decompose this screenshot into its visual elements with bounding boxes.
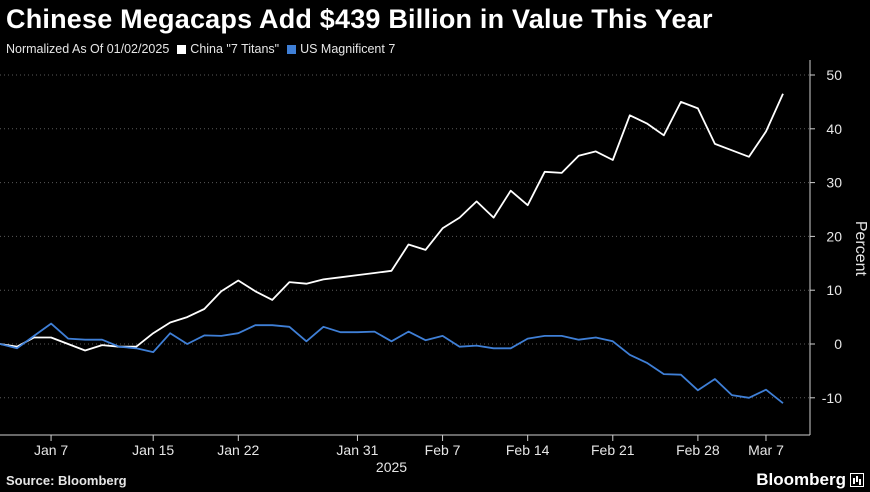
y-axis: 50 40 30 20 10 0 -10 (809, 60, 842, 435)
x-tick-label: Jan 22 (217, 442, 259, 458)
series-line-us (0, 322, 784, 404)
y-tick-label: 10 (826, 282, 842, 298)
legend-swatch-china (177, 44, 187, 54)
source-note: Source: Bloomberg (6, 473, 127, 488)
x-axis: Jan 7 Jan 15 Jan 22 Jan 31 Feb 7 Feb 14 Feb 21… (0, 434, 810, 472)
x-tick-label: Feb 7 (425, 442, 461, 458)
x-tick-label: Mar 7 (748, 442, 784, 458)
x-tick-label: Feb 14 (506, 442, 550, 458)
legend-label-us: US Magnificent 7 (300, 42, 396, 56)
y-tick-label: 40 (826, 121, 842, 137)
legend-label-china: China "7 Titans" (190, 42, 280, 56)
x-tick-label: Feb 21 (591, 442, 635, 458)
gridlines (0, 74, 810, 399)
bloomberg-logo-icon (850, 473, 864, 487)
x-year-label: 2025 (376, 459, 407, 472)
line-chart: 50 40 30 20 10 0 -10 Jan 7 Jan 15 Jan 22 Jan 31 Fe… (0, 60, 869, 472)
x-tick-label: Feb 28 (676, 442, 720, 458)
legend: Normalized As Of 01/02/2025 China "7 Tit… (6, 42, 403, 56)
x-tick-label: Jan 7 (34, 442, 68, 458)
legend-item-us: US Magnificent 7 (287, 42, 395, 56)
y-axis-label: Percent (852, 221, 869, 277)
y-tick-label: 50 (826, 67, 842, 83)
y-tick-label: 30 (826, 175, 842, 191)
legend-note-label: Normalized As Of 01/02/2025 (6, 42, 170, 56)
brand-label: Bloomberg (756, 470, 846, 489)
brand-logo: Bloomberg (756, 470, 864, 490)
series-lines (0, 93, 784, 404)
x-tick-label: Jan 15 (132, 442, 174, 458)
legend-item-china: China "7 Titans" (177, 42, 279, 56)
y-tick-label: -10 (822, 390, 842, 406)
y-tick-label: 0 (834, 336, 842, 352)
legend-swatch-us (287, 44, 297, 54)
series-line-china (0, 93, 784, 352)
y-tick-label: 20 (826, 228, 842, 244)
legend-note: Normalized As Of 01/02/2025 (6, 42, 169, 56)
chart-title: Chinese Megacaps Add $439 Billion in Val… (6, 4, 713, 34)
x-tick-label: Jan 31 (336, 442, 378, 458)
